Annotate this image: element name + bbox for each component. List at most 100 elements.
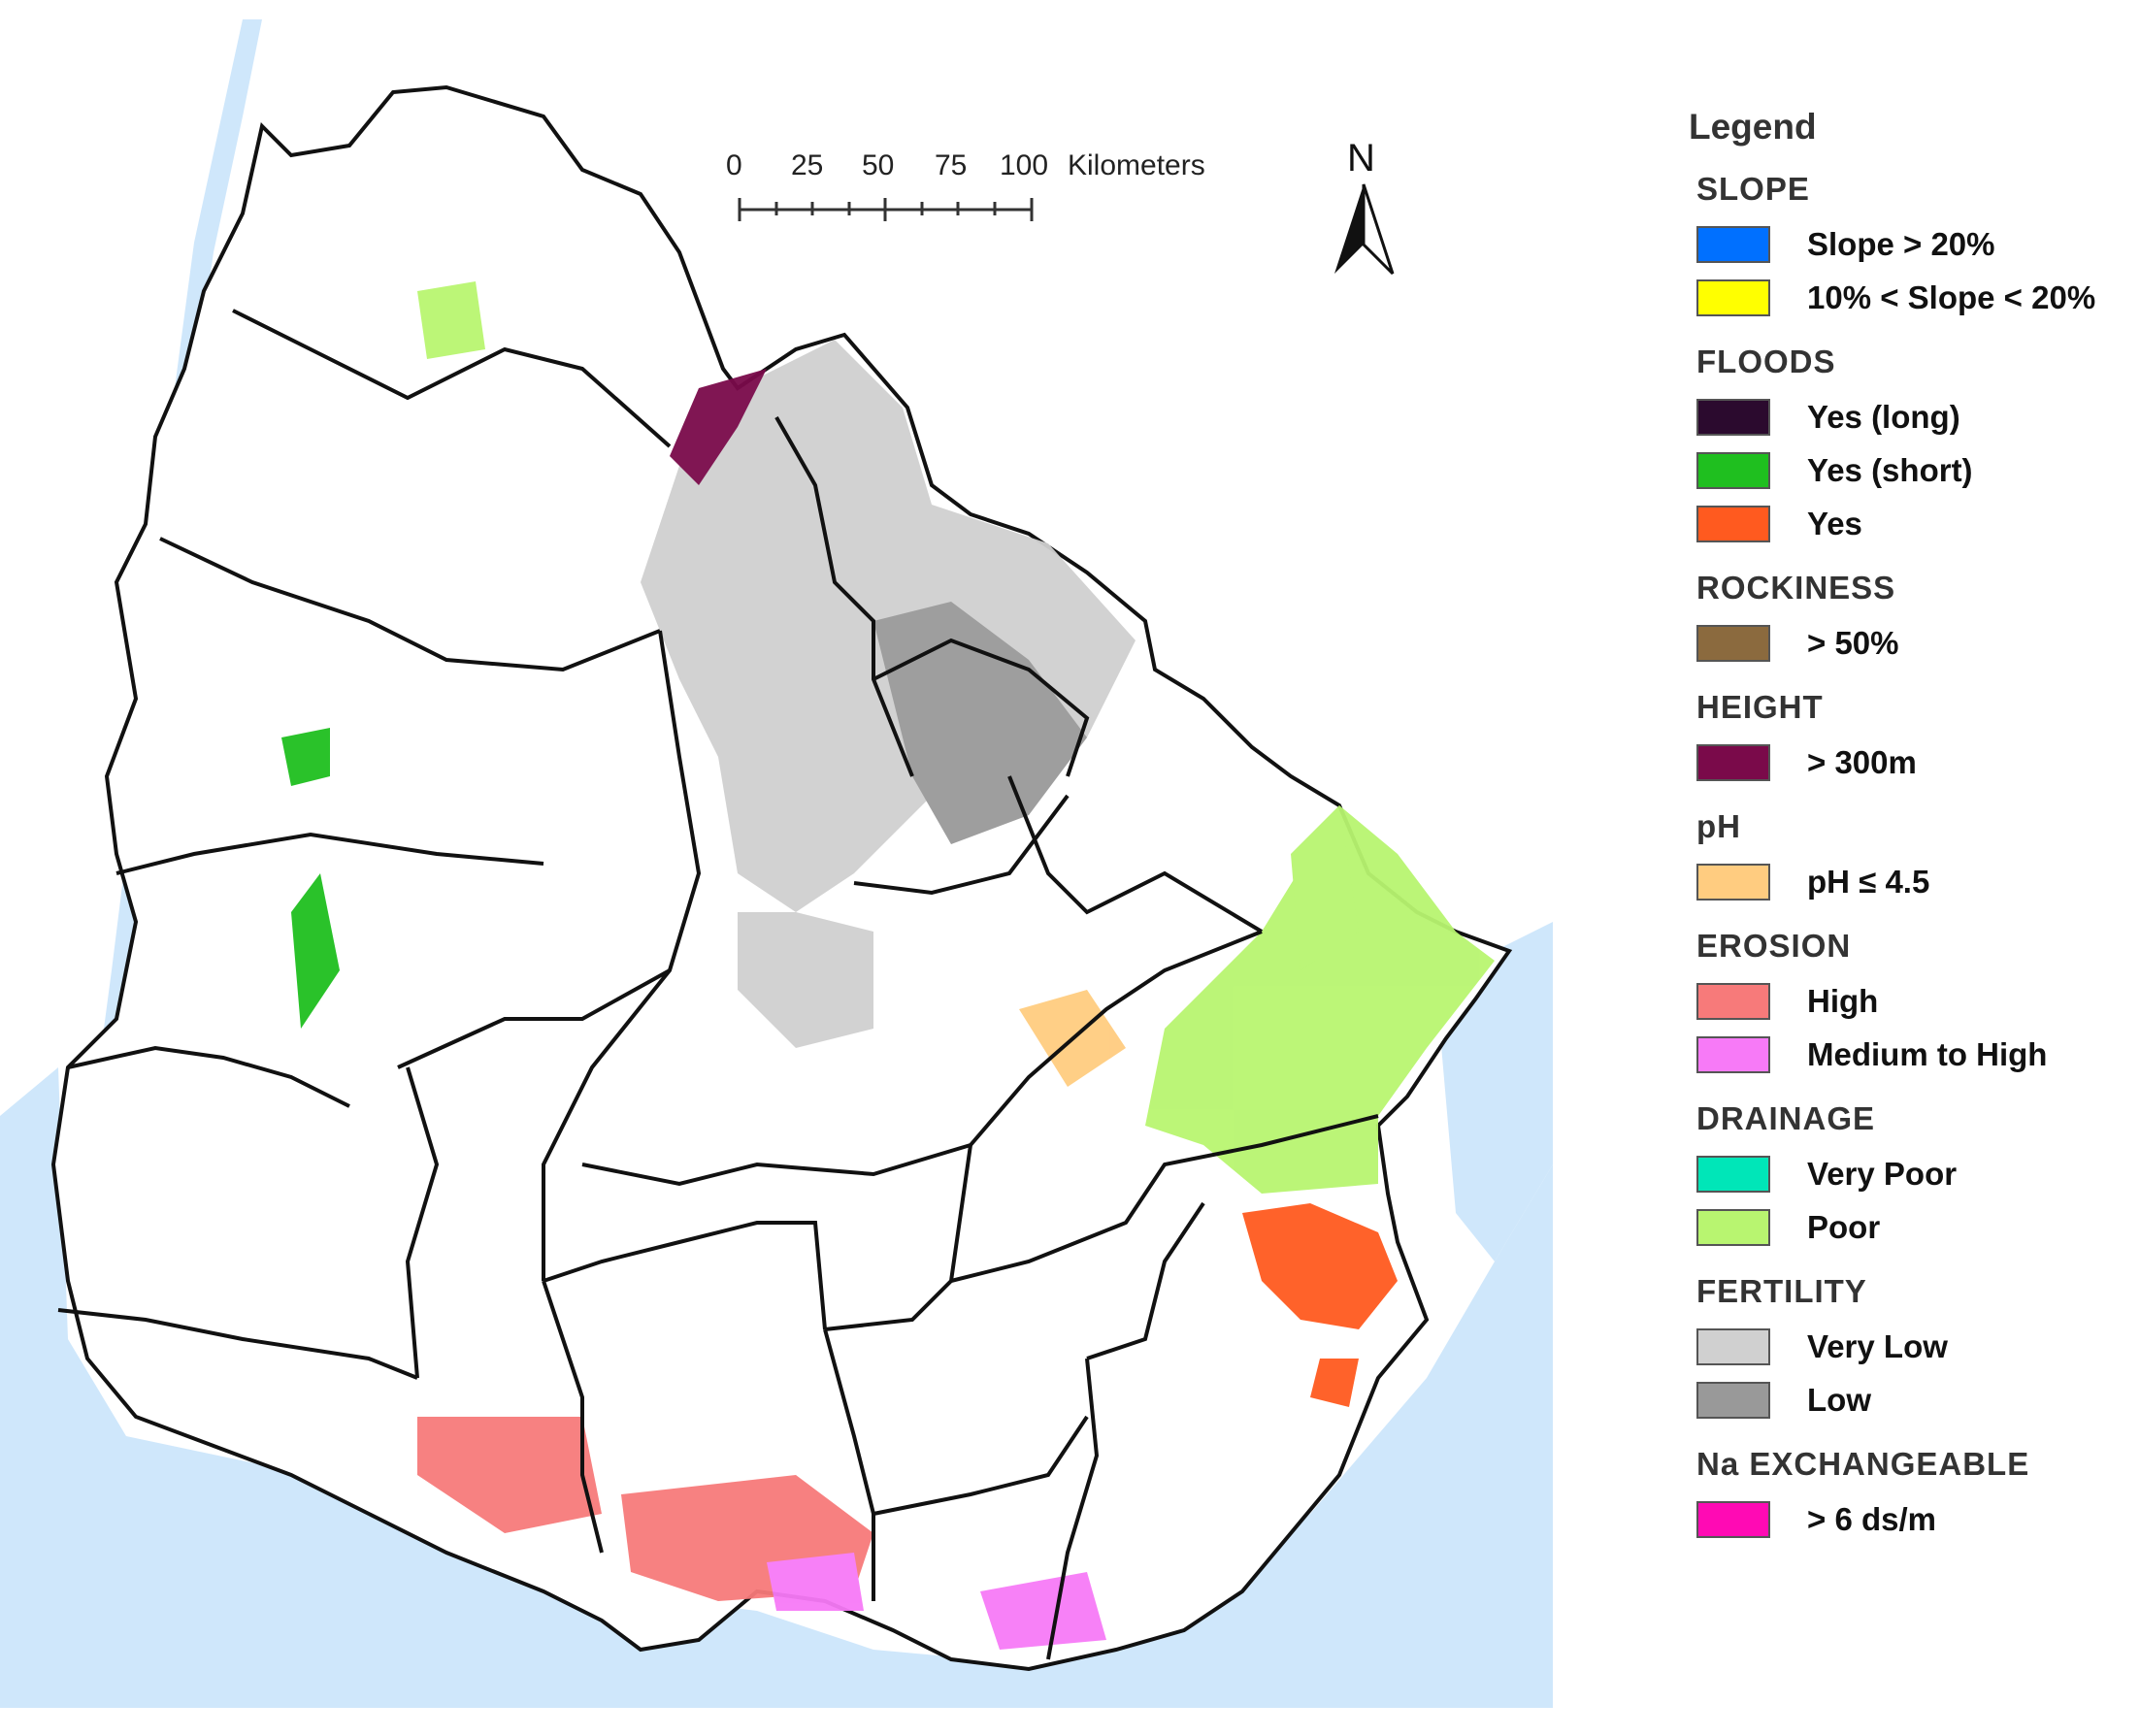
- boundary-line: [232, 309, 672, 448]
- erosion-medium-southeast: [980, 1572, 1106, 1650]
- legend-item-label: > 300m: [1807, 743, 1917, 780]
- map-legend: Legend SLOPE Slope > 20% 10% < Slope < 2…: [1689, 107, 2135, 1565]
- legend-group-title: EROSION: [1696, 928, 1852, 964]
- legend-group-drainage: DRAINAGE Very Poor Poor: [1689, 1100, 2135, 1254]
- legend-item-label: Very Low: [1807, 1327, 1948, 1364]
- legend-group-title: Na EXCHANGEABLE: [1696, 1446, 2030, 1482]
- legend-swatch: [1696, 743, 1770, 781]
- legend-group-floods: FLOODS Yes (long) Yes (short) Yes: [1689, 344, 2135, 550]
- legend-group-title: FERTILITY: [1696, 1273, 1867, 1309]
- legend-item-label: High: [1807, 982, 1879, 1019]
- legend-item-label: Yes (short): [1807, 451, 1973, 488]
- legend-swatch: [1696, 278, 1770, 316]
- legend-item-label: Poor: [1807, 1208, 1881, 1245]
- legend-swatch: [1696, 1381, 1770, 1419]
- boundary-line: [969, 930, 1263, 1147]
- north-arrow-icon: [1334, 184, 1364, 274]
- floods-yes-east: [1242, 1203, 1398, 1329]
- boundary-line: [67, 1045, 350, 1108]
- scale-bar-ticks: [738, 198, 1034, 221]
- legend-item-label: Very Poor: [1807, 1155, 1958, 1192]
- legend-item: > 300m: [1689, 736, 2135, 789]
- legend-item: > 50%: [1689, 616, 2135, 670]
- scale-tick-label: 0: [726, 149, 742, 181]
- legend-item: Very Low: [1689, 1320, 2135, 1373]
- legend-item: Very Poor: [1689, 1147, 2135, 1200]
- boundary-line: [774, 416, 914, 777]
- legend-group-title: SLOPE: [1696, 171, 1810, 207]
- legend-item: pH ≤ 4.5: [1689, 855, 2135, 908]
- legend-item-label: pH ≤ 4.5: [1807, 863, 1930, 900]
- legend-group-rockiness: ROCKINESS > 50%: [1689, 570, 2135, 670]
- boundary-line: [872, 638, 1090, 777]
- boundary-line: [57, 1308, 418, 1380]
- legend-swatch: [1696, 1155, 1770, 1193]
- boundary-line: [543, 1221, 827, 1330]
- erosion-high-south: [417, 1417, 602, 1533]
- legend-group-slope: SLOPE Slope > 20% 10% < Slope < 20%: [1689, 171, 2135, 324]
- legend-item-label: Yes: [1807, 505, 1862, 541]
- legend-swatch: [1696, 1035, 1770, 1073]
- legend-item: Medium to High: [1689, 1028, 2135, 1081]
- scale-tick-label: 100: [1000, 149, 1048, 181]
- legend-group-title: pH: [1696, 808, 1741, 844]
- boundary-line: [542, 1280, 604, 1554]
- legend-item: Yes (short): [1689, 443, 2135, 497]
- legend-item-label: 10% < Slope < 20%: [1807, 278, 2096, 315]
- floods-short-west: [281, 728, 330, 786]
- legend-item-label: Yes (long): [1807, 398, 1960, 435]
- legend-item-label: Low: [1807, 1381, 1871, 1418]
- legend-group-title: FLOODS: [1696, 344, 1836, 379]
- poor-drainage-northwest: [417, 281, 485, 359]
- floods-yes-east-2: [1310, 1359, 1359, 1407]
- poor-drainage-east: [1145, 805, 1495, 1194]
- boundary-line: [115, 832, 544, 875]
- scale-unit-label: Kilometers: [1068, 149, 1205, 181]
- legend-item: Low: [1689, 1373, 2135, 1426]
- boundary-line: [397, 968, 671, 1069]
- legend-item-label: Medium to High: [1807, 1035, 2048, 1072]
- legend-group-title: DRAINAGE: [1696, 1100, 1876, 1136]
- fertility-low-north: [873, 602, 1087, 844]
- legend-item: High: [1689, 974, 2135, 1028]
- north-arrow-label: N: [1347, 137, 1375, 180]
- legend-swatch: [1696, 398, 1770, 436]
- legend-group-na-exchangeable: Na EXCHANGEABLE > 6 ds/m: [1689, 1446, 2135, 1546]
- boundary-line: [405, 1066, 440, 1379]
- legend-group-erosion: EROSION High Medium to High: [1689, 928, 2135, 1081]
- poor-drainage-northeast: [1291, 805, 1359, 970]
- legend-swatch: [1696, 624, 1770, 662]
- scale-tick-label: 25: [791, 149, 823, 181]
- ocean-south: [0, 1067, 1553, 1708]
- scale-tick-label: 50: [862, 149, 894, 181]
- legend-group-height: HEIGHT > 300m: [1689, 689, 2135, 789]
- boundary-line: [581, 1143, 971, 1187]
- boundary-line: [853, 794, 1070, 896]
- land-cover-patches: [281, 281, 1495, 1650]
- legend-swatch: [1696, 505, 1770, 542]
- fertility-very-low-central: [738, 912, 873, 1048]
- boundary-line: [1086, 1201, 1205, 1360]
- boundary-line: [823, 1328, 875, 1601]
- boundary-line: [950, 1114, 1379, 1283]
- legend-swatch: [1696, 1500, 1770, 1538]
- floods-short-west-2: [291, 873, 340, 1029]
- legend-item: Yes: [1689, 497, 2135, 550]
- legend-group-title: ROCKINESS: [1696, 570, 1896, 606]
- legend-item-label: > 6 ds/m: [1807, 1500, 1936, 1537]
- soil-constraints-map: 0 25 50 75 100 Kilometers N: [0, 19, 1553, 1708]
- north-arrow-icon-outline: [1362, 183, 1395, 276]
- legend-group-fertility: FERTILITY Very Low Low: [1689, 1273, 2135, 1426]
- legend-swatch: [1696, 451, 1770, 489]
- legend-item-label: Slope > 20%: [1807, 225, 1995, 262]
- legend-group-ph: pH pH ≤ 4.5: [1689, 808, 2135, 908]
- boundary-line: [1046, 1358, 1100, 1660]
- erosion-medium-south: [767, 1553, 864, 1611]
- legend-group-title: HEIGHT: [1696, 689, 1824, 725]
- legend-item: > 6 ds/m: [1689, 1492, 2135, 1546]
- legend-item-label: > 50%: [1807, 624, 1899, 661]
- scale-tick-label: 75: [935, 149, 967, 181]
- legend-swatch: [1696, 1327, 1770, 1365]
- legend-item: Poor: [1689, 1200, 2135, 1254]
- height-north: [670, 369, 767, 485]
